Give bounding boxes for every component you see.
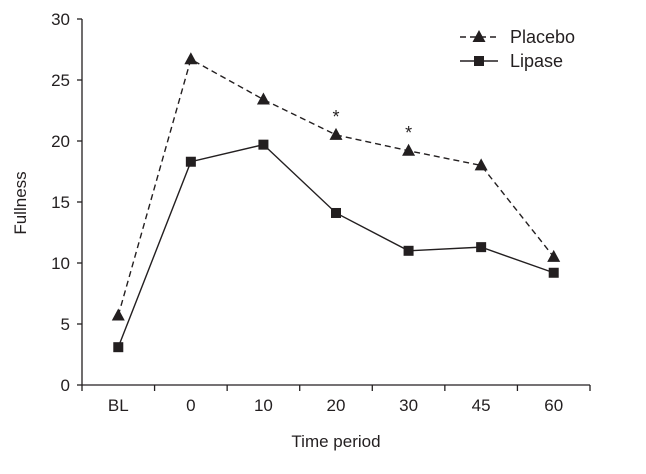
placebo-point: [329, 127, 343, 140]
lipase-point: [258, 139, 269, 150]
y-axis-label: Fullness: [11, 171, 30, 234]
y-tick-label: 15: [51, 193, 70, 212]
legend-placebo-label: Placebo: [510, 27, 575, 47]
x-axis-label: Time period: [291, 432, 380, 451]
x-tick-label: 30: [399, 396, 418, 415]
lipase-point: [476, 242, 487, 253]
placebo-point: [111, 308, 125, 321]
lipase-point: [185, 156, 196, 167]
significance-marker: *: [332, 107, 339, 127]
significance-marker: *: [405, 123, 412, 143]
placebo-point: [256, 92, 270, 105]
placebo-line: [117, 58, 555, 316]
y-tick-label: 20: [51, 132, 70, 151]
axes: 0 5 10 15 20 25 30 BL 0 10 20 30 45 60: [51, 10, 591, 415]
y-tick-label: 0: [61, 376, 70, 395]
series-group: **: [111, 52, 561, 353]
series-placebo: [111, 52, 561, 321]
x-tick-label: 10: [254, 396, 273, 415]
x-tick-label: 60: [544, 396, 563, 415]
x-tick-label: 20: [327, 396, 346, 415]
legend-lipase-label: Lipase: [510, 51, 563, 71]
series-lipase: [113, 139, 559, 353]
x-tick-label: 0: [186, 396, 195, 415]
lipase-point: [331, 207, 341, 218]
placebo-point: [474, 158, 488, 171]
y-tick-label: 30: [51, 10, 70, 29]
legend-lipase-marker: [474, 56, 484, 66]
y-tick-label: 10: [51, 254, 70, 273]
legend-placebo-marker: [472, 30, 486, 42]
lipase-point: [548, 267, 559, 278]
legend: Placebo Lipase: [460, 27, 575, 71]
placebo-point: [402, 143, 416, 156]
y-tick-label: 5: [61, 315, 70, 334]
x-tick-label: BL: [108, 396, 129, 415]
lipase-point: [403, 245, 414, 256]
x-tick-label: 45: [472, 396, 491, 415]
placebo-point: [547, 249, 561, 262]
y-tick-label: 25: [51, 71, 70, 90]
lipase-point: [113, 342, 124, 353]
placebo-point: [184, 52, 198, 65]
